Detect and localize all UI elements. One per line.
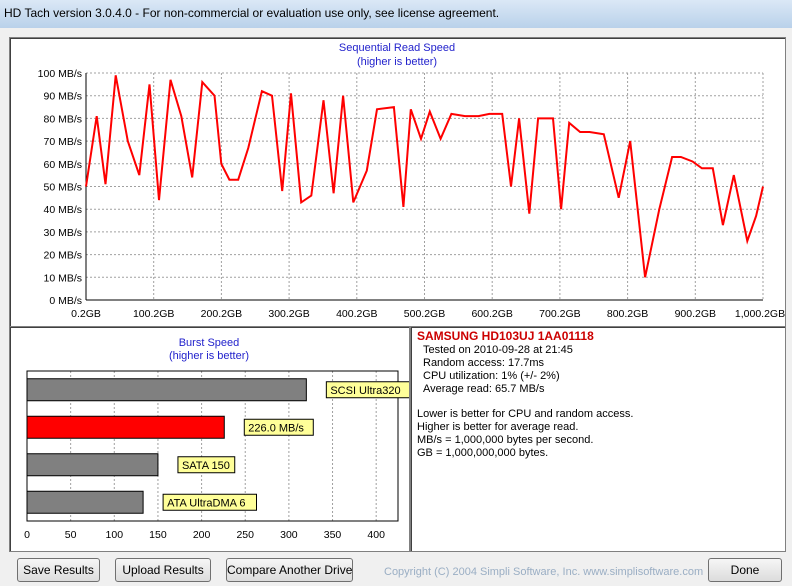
cpu-utilization: CPU utilization: 1% (+/- 2%) (423, 370, 560, 382)
burst-tick-label: 0 (24, 529, 30, 541)
y-tick-label: 60 MB/s (43, 159, 82, 171)
burst-bar-label-box (162, 493, 258, 511)
sequential-read-chart-panel: Sequential Read Speed (higher is better) 0… (9, 37, 786, 327)
burst-chart-title: Burst Speed (179, 337, 240, 349)
burst-tick-label: 250 (236, 529, 254, 541)
x-tick-label: 500.2GB (404, 308, 445, 320)
sequential-read-chart: Sequential Read Speed (higher is better) 0… (38, 42, 785, 320)
y-tick-label: 100 MB/s (38, 68, 82, 80)
x-tick-label: 700.2GB (539, 308, 580, 320)
y-tick-label: 0 MB/s (49, 295, 82, 307)
burst-bar-label: ATA UltraDMA 6 (167, 497, 245, 509)
burst-bar (26, 490, 144, 514)
note-gb-definition: GB = 1,000,000,000 bytes. (417, 447, 549, 459)
burst-speed-chart: Burst Speed(higher is better) 0 50 100 150 20… (24, 337, 415, 541)
burst-bar-label-box (243, 418, 314, 436)
drive-name: SAMSUNG HD103UJ 1AA01118 (417, 329, 594, 343)
x-tick-label: 300.2GB (268, 308, 309, 320)
save-results-button[interactable]: Save Results (17, 558, 100, 582)
burst-speed-chart-panel: Burst Speed (higher is better) 0 50 100 150 20… (9, 326, 415, 552)
compare-another-drive-button[interactable]: Compare Another Drive (226, 558, 353, 582)
x-tick-label: 0.2GB (71, 308, 101, 320)
copyright-text: Copyright (C) 2004 Simpli Software, Inc.… (384, 566, 704, 578)
burst-tick-label: 50 (65, 529, 77, 541)
x-tick-label: 400.2GB (336, 308, 377, 320)
y-tick-label: 80 MB/s (43, 113, 82, 125)
x-tick-label: 800.2GB (607, 308, 648, 320)
note-higher-better: Higher is better for average read. (417, 421, 579, 433)
drive-info-panel: SAMSUNG HD103UJ 1AA01118 Tested on 2010-… (410, 326, 786, 552)
burst-bar-label: SATA 150 (182, 460, 230, 472)
x-tick-label: 600.2GB (471, 308, 512, 320)
burst-tick-label: 400 (367, 529, 385, 541)
chart-subtitle: (higher is better) (357, 56, 437, 68)
y-tick-label: 20 MB/s (43, 250, 82, 262)
upload-results-button[interactable]: Upload Results (115, 558, 211, 582)
y-tick-label: 70 MB/s (43, 136, 82, 148)
burst-tick-label: 200 (193, 529, 211, 541)
burst-bar (26, 453, 159, 477)
burst-tick-label: 100 (106, 529, 124, 541)
burst-bar (26, 378, 307, 402)
x-tick-label: 900.2GB (675, 308, 716, 320)
window-title: HD Tach version 3.0.4.0 - For non-commer… (4, 6, 500, 20)
random-access: Random access: 17.7ms (423, 357, 545, 369)
average-read: Average read: 65.7 MB/s (423, 383, 545, 395)
burst-bar (26, 415, 225, 439)
y-tick-label: 50 MB/s (43, 182, 82, 194)
note-lower-better: Lower is better for CPU and random acces… (417, 408, 634, 420)
burst-plot-frame (26, 370, 399, 522)
done-button[interactable]: Done (708, 558, 782, 582)
x-tick-label: 1,000.2GB (735, 308, 785, 320)
y-tick-label: 30 MB/s (43, 227, 82, 239)
burst-bar-label-box (177, 456, 236, 474)
y-tick-label: 10 MB/s (43, 272, 82, 284)
burst-bar-label: SCSI Ultra320 (330, 385, 400, 397)
burst-tick-label: 350 (324, 529, 342, 541)
burst-chart-subtitle: (higher is better) (169, 350, 249, 362)
title-bar: HD Tach version 3.0.4.0 - For non-commer… (0, 0, 792, 29)
burst-tick-label: 150 (149, 529, 167, 541)
x-tick-label: 200.2GB (201, 308, 242, 320)
chart-title: Sequential Read Speed (339, 42, 455, 54)
tested-date: Tested on 2010-09-28 at 21:45 (423, 344, 573, 356)
client-area: Sequential Read Speed (higher is better) 0… (0, 28, 792, 586)
note-mbs-definition: MB/s = 1,000,000 bytes per second. (417, 434, 594, 446)
burst-bar-label: 226.0 MB/s (248, 422, 304, 434)
y-tick-label: 90 MB/s (43, 91, 82, 103)
read-speed-series-line (85, 75, 764, 278)
x-tick-label: 100.2GB (133, 308, 174, 320)
y-tick-label: 40 MB/s (43, 204, 82, 216)
burst-tick-label: 300 (280, 529, 298, 541)
